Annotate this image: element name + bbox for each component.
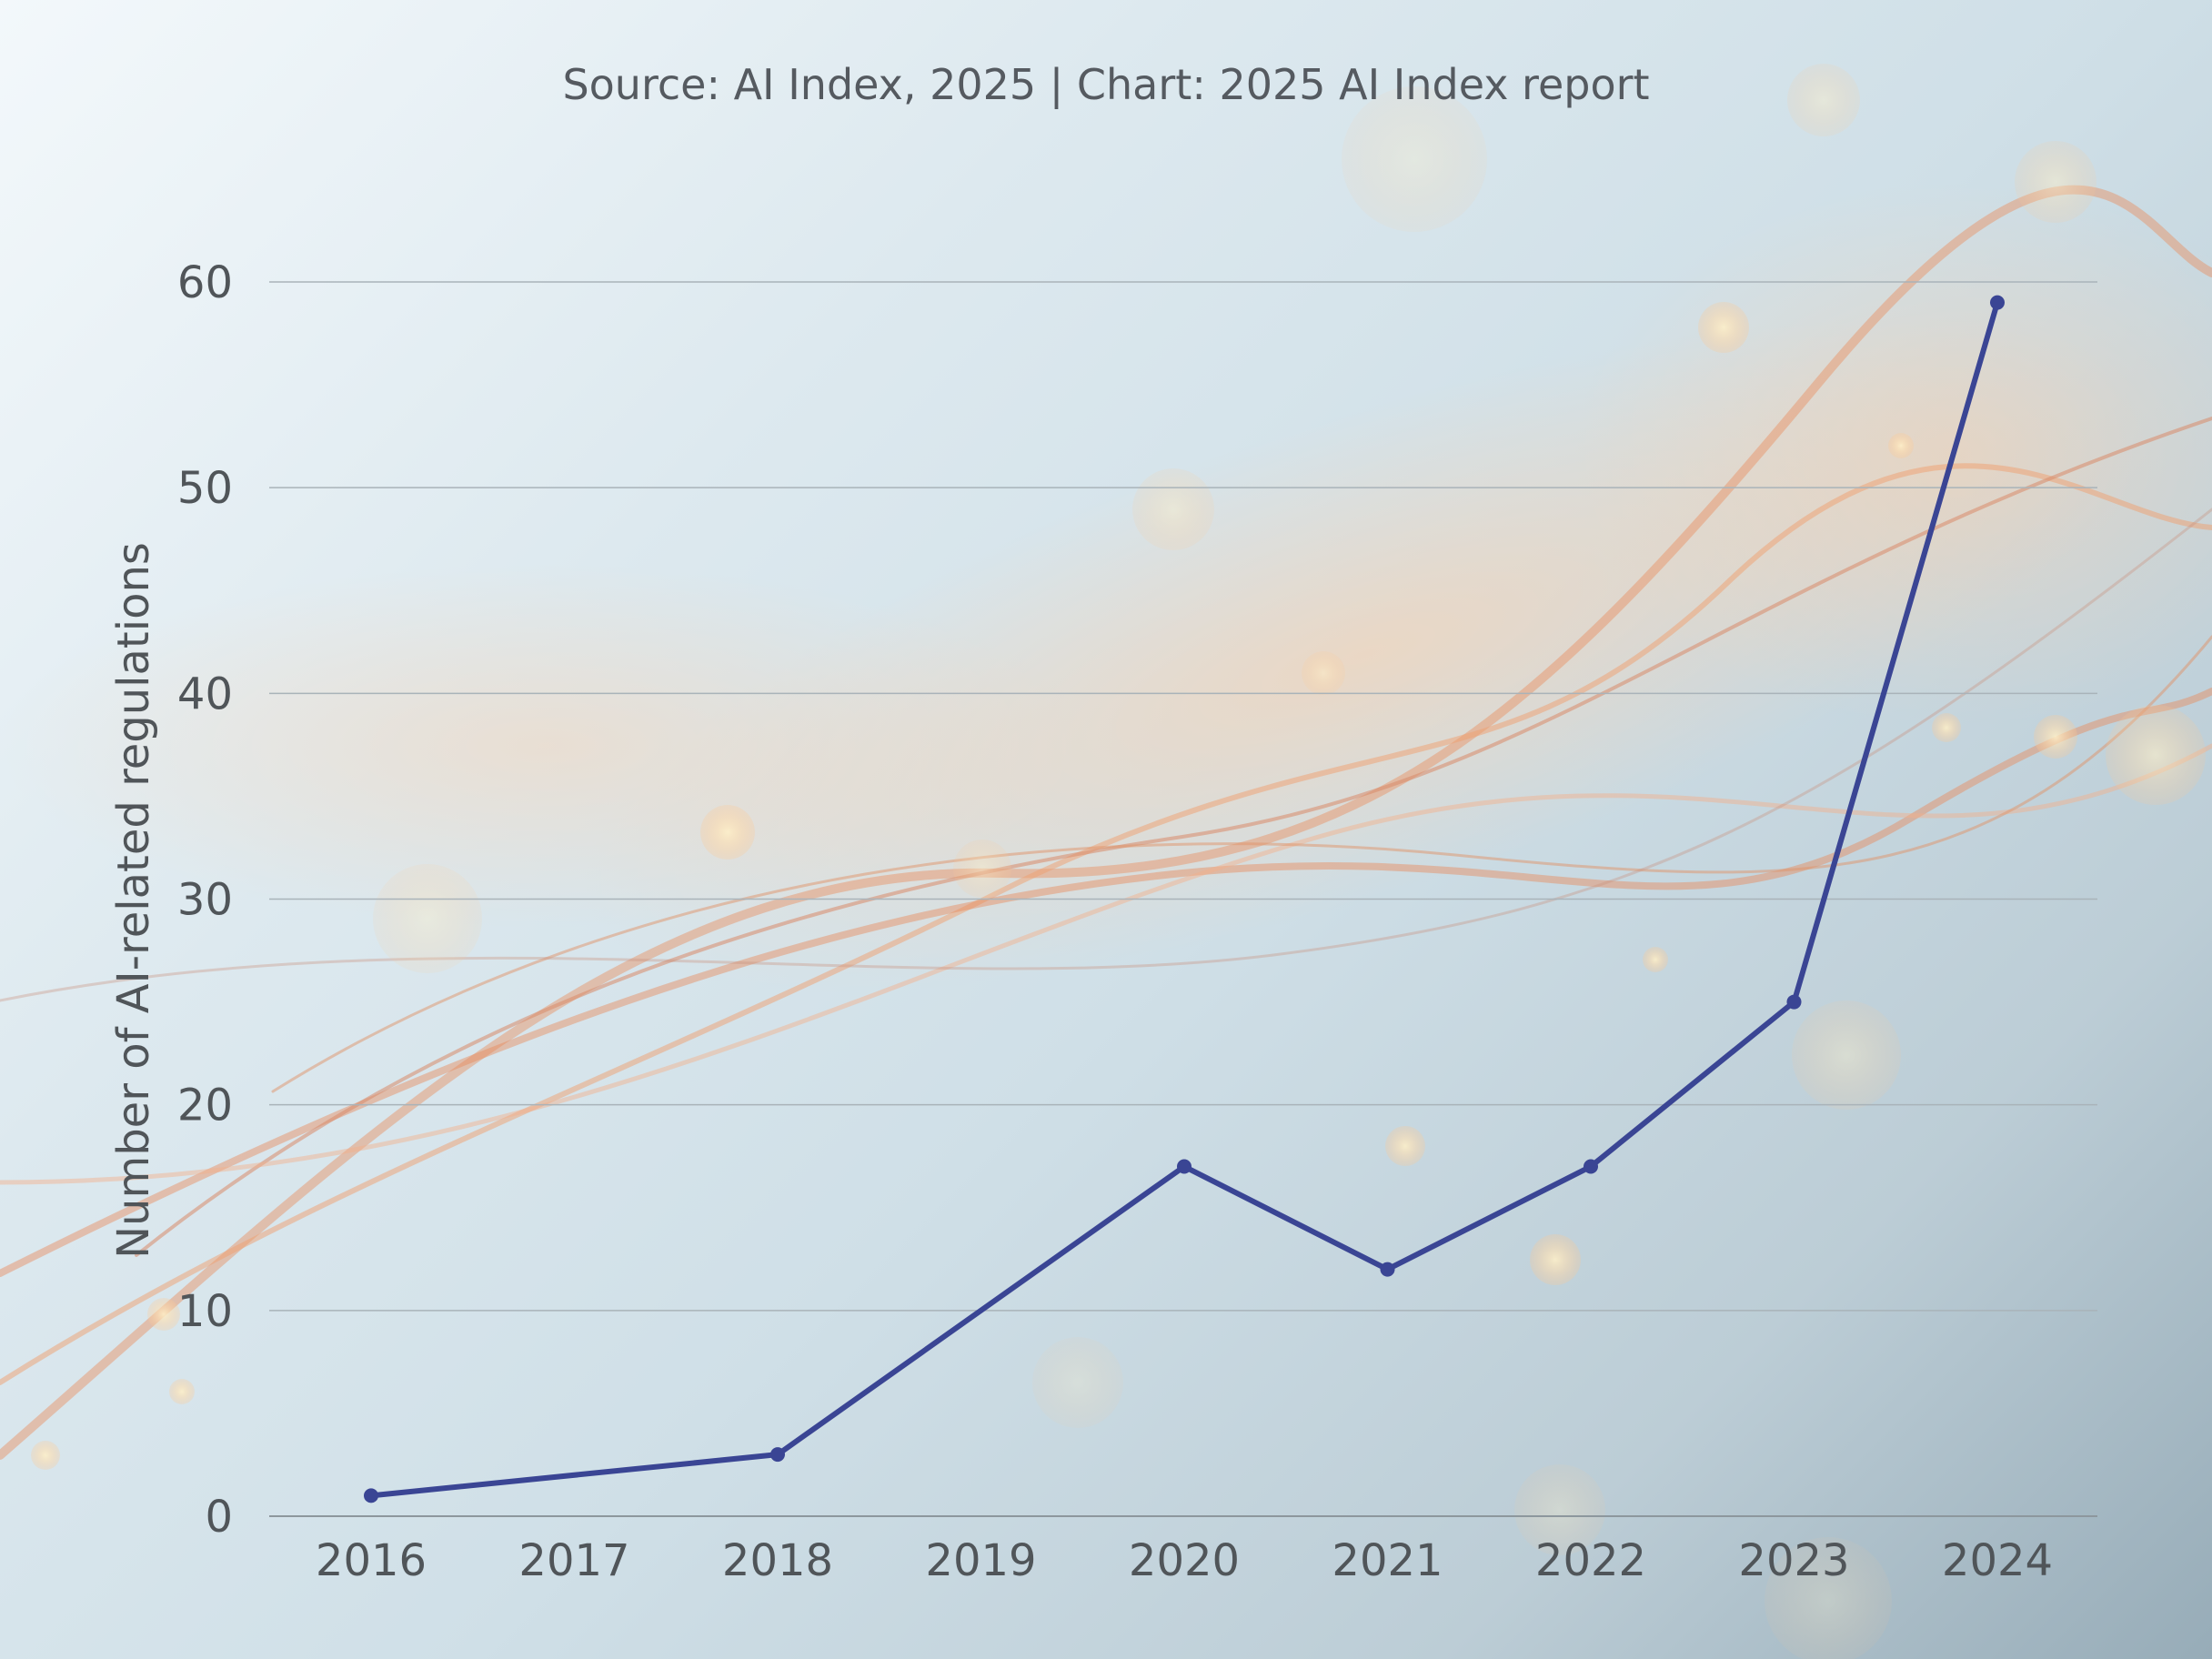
data-point xyxy=(1380,1262,1395,1277)
y-tick-label: 50 xyxy=(177,463,233,514)
data-point xyxy=(1786,994,1802,1010)
y-tick-label: 10 xyxy=(177,1286,233,1337)
data-point xyxy=(770,1447,785,1463)
y-axis-ticks: 0 10 20 30 40 50 60 xyxy=(177,257,233,1543)
x-tick-label: 2021 xyxy=(1332,1535,1443,1586)
data-point xyxy=(1990,295,2005,310)
data-point xyxy=(364,1488,378,1503)
series-group xyxy=(364,295,2005,1503)
y-tick-label: 0 xyxy=(205,1492,233,1543)
y-tick-label: 20 xyxy=(177,1081,233,1131)
x-tick-label: 2019 xyxy=(925,1535,1036,1586)
y-axis-label: Number of AI-related regulations xyxy=(108,542,159,1259)
x-axis-ticks: 2016 2017 2018 2019 2020 2021 2022 2023 2024 xyxy=(316,1535,2053,1586)
x-tick-label: 2023 xyxy=(1738,1535,1849,1586)
source-caption: Source: AI Index, 2025 | Chart: 2025 AI … xyxy=(562,60,1650,109)
data-point xyxy=(1177,1159,1191,1174)
x-tick-label: 2024 xyxy=(1942,1535,2053,1586)
y-tick-label: 30 xyxy=(177,875,233,926)
x-tick-label: 2017 xyxy=(518,1535,629,1586)
x-tick-label: 2018 xyxy=(722,1535,833,1586)
data-point xyxy=(1584,1159,1598,1174)
gridlines xyxy=(269,281,2097,1312)
x-tick-label: 2022 xyxy=(1535,1535,1646,1586)
x-tick-label: 2016 xyxy=(316,1535,427,1586)
y-tick-label: 40 xyxy=(177,669,233,719)
x-tick-label: 2020 xyxy=(1129,1535,1240,1586)
bokeh-dots xyxy=(31,64,2206,1659)
y-tick-label: 60 xyxy=(177,257,233,308)
